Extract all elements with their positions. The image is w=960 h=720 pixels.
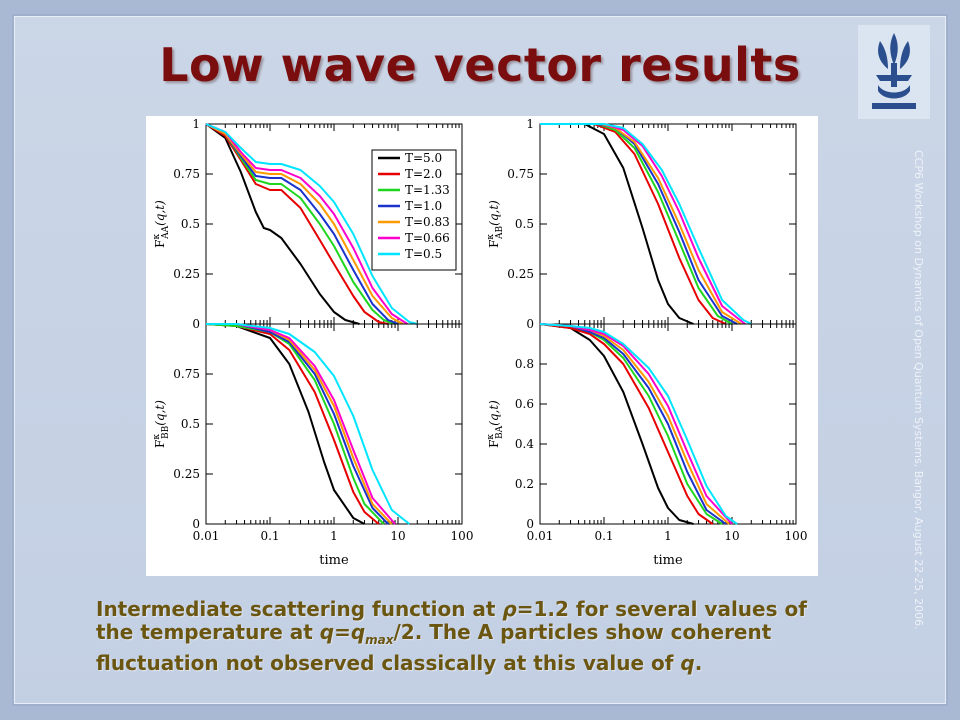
legend-label: T=5.0: [405, 151, 442, 165]
caption-line3-a: fluctuation not observed classically at …: [96, 651, 681, 675]
y-tick-label: 0.25: [173, 267, 200, 281]
series-line: [206, 323, 410, 525]
series-line: [539, 323, 714, 525]
y-tick-label: 0.5: [181, 217, 200, 231]
slide-title: Low wave vector results: [159, 38, 801, 92]
y-axis-label: FκBA(q,t): [486, 400, 505, 448]
conference-footer-text: CCP6 Workshop on Dynamics of Open Quantu…: [912, 150, 925, 630]
caption-line1-a: Intermediate scattering function at: [96, 597, 503, 621]
series-line: [205, 123, 408, 325]
university-emblem-icon: [858, 25, 930, 119]
series-line: [540, 123, 694, 325]
caption-q-variable: q: [680, 651, 695, 675]
x-tick-label: 10: [724, 529, 739, 543]
chart-figure: 0 0.25 0.5 0.75 1 FκAA(q,t) T=5.0 T=2.0 T=1.33 T=…: [146, 116, 818, 576]
legend-label: T=0.5: [405, 247, 442, 261]
series-line: [205, 123, 399, 325]
series-line: [205, 123, 418, 325]
x-tick-label: 100: [451, 529, 474, 543]
series-line: [539, 323, 694, 525]
series-line: [205, 123, 396, 325]
y-axis-label: FκAA(q,t): [152, 200, 171, 248]
y-tick-label: 0.75: [173, 167, 200, 181]
legend-box: [371, 149, 457, 271]
y-tick-label: 0.75: [173, 367, 200, 381]
caption-q-equation: q=q: [319, 620, 366, 644]
legend-label: T=1.33: [405, 183, 450, 197]
y-tick-label: 0.25: [173, 467, 200, 481]
legend-label: T=2.0: [405, 167, 442, 181]
caption-rho-symbol: ρ: [502, 597, 517, 621]
legend-label: T=0.83: [405, 215, 450, 229]
x-tick-label: 1: [330, 529, 338, 543]
x-tick-label: 0.01: [527, 529, 554, 543]
panel-ab: 0 0.25 0.5 0.75 1 FκAB(q,t): [486, 117, 797, 331]
series-line: [540, 123, 727, 325]
caption-q-subscript: max: [365, 633, 394, 647]
y-tick-label: 0.6: [515, 397, 534, 411]
y-axis-label: FκBB(q,t): [152, 400, 171, 448]
y-tick-label: 0: [192, 317, 200, 331]
series-line: [205, 323, 380, 525]
x-tick-label: 0.1: [594, 529, 613, 543]
series-line: [540, 123, 752, 325]
series-line: [205, 123, 360, 325]
legend-label: T=1.0: [405, 199, 442, 213]
chart-panels-svg: 0 0.25 0.5 0.75 1 FκAA(q,t) T=5.0 T=2.0 T=1.33 T=…: [152, 117, 808, 568]
y-tick-label: 0.5: [515, 217, 534, 231]
x-tick-label: 0.01: [193, 529, 220, 543]
y-tick-label: 0.5: [181, 417, 200, 431]
x-axis-label: time: [653, 553, 683, 568]
y-tick-label: 0.2: [515, 477, 534, 491]
y-tick-label: 0.4: [515, 437, 534, 451]
y-tick-label: 0.25: [507, 267, 534, 281]
series-line: [539, 323, 738, 525]
series-line: [205, 323, 385, 525]
x-axis-label: time: [319, 553, 349, 568]
series-line: [205, 323, 365, 525]
panel-ba: 0 0.2 0.4 0.6 0.8 0.01 0.1 1 10 100 time FκBA(q,t): [486, 323, 808, 568]
x-tick-label: 10: [390, 529, 405, 543]
caption-line3-b: .: [694, 651, 703, 675]
y-tick-label: 1: [192, 117, 200, 131]
caption-line1-b: =1.2 for several values of: [516, 597, 807, 621]
y-tick-label: 0: [192, 517, 200, 531]
y-tick-label: 0: [526, 517, 534, 531]
legend-label: T=0.66: [405, 231, 450, 245]
x-tick-label: 100: [785, 529, 808, 543]
y-tick-label: 0.75: [507, 167, 534, 181]
y-tick-label: 0: [526, 317, 534, 331]
y-tick-label: 0.8: [515, 357, 534, 371]
panel-aa: 0 0.25 0.5 0.75 1 FκAA(q,t) T=5.0 T=2.0 T=1.33 T=…: [152, 117, 463, 331]
series-line: [540, 123, 733, 325]
series-line: [205, 123, 404, 325]
y-tick-label: 1: [526, 117, 534, 131]
x-tick-label: 0.1: [260, 529, 279, 543]
caption-line2-a: the temperature at: [96, 620, 320, 644]
plot-frame: [539, 123, 797, 325]
x-tick-label: 1: [664, 529, 672, 543]
caption-line2-b: /2. The A particles show coherent: [393, 620, 772, 644]
slide-caption: Intermediate scattering function at ρ=1.…: [96, 598, 896, 675]
y-axis-label: FκAB(q,t): [486, 200, 505, 248]
panel-bb: 0 0.25 0.5 0.75 0.01 0.1 1 10 100 time FκBB(q,t): [152, 323, 474, 568]
series-line: [205, 123, 389, 325]
